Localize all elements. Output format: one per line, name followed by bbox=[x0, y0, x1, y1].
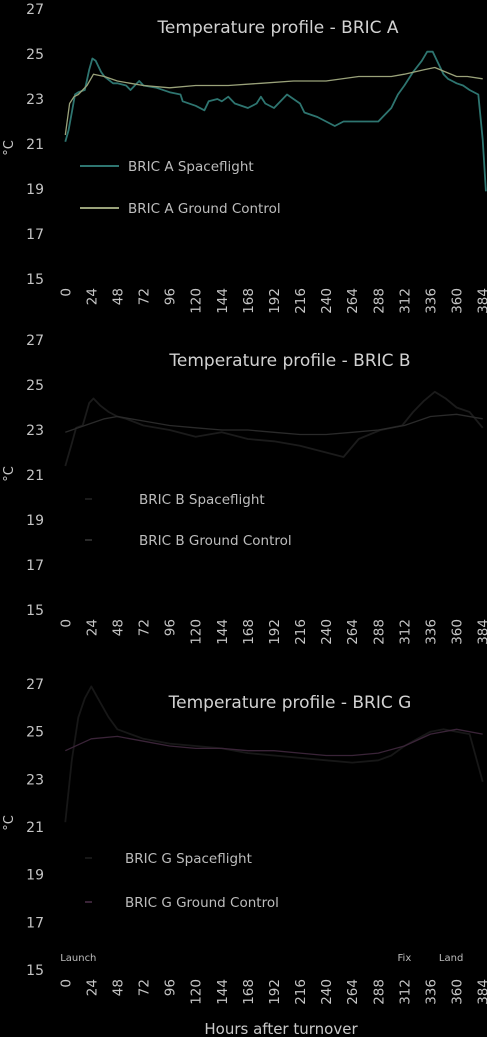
x-tick-label: 144 bbox=[215, 619, 231, 645]
x-tick-label: 216 bbox=[293, 979, 309, 1005]
y-tick-label: 15 bbox=[26, 963, 44, 979]
y-tick-label: 25 bbox=[26, 47, 44, 63]
y-tick-label: 25 bbox=[26, 725, 44, 741]
legend-label-spaceflight: BRIC A Spaceflight bbox=[128, 159, 254, 175]
y-tick-label: 19 bbox=[26, 513, 44, 529]
x-tick-label: 48 bbox=[110, 619, 126, 636]
x-tick-label: 0 bbox=[58, 979, 74, 988]
y-tick-label: 21 bbox=[26, 468, 44, 484]
x-axis-label: Hours after turnover bbox=[204, 1020, 358, 1037]
series-line-spaceflight bbox=[64, 685, 484, 823]
x-tick-label: 24 bbox=[84, 979, 100, 996]
x-tick-label: 96 bbox=[163, 619, 179, 636]
x-tick-label: 144 bbox=[215, 979, 231, 1005]
y-tick-label: 27 bbox=[26, 2, 44, 18]
y-tick-label: 23 bbox=[26, 423, 44, 439]
x-tick-label: 216 bbox=[293, 619, 309, 645]
legend-label-spaceflight: BRIC B Spaceflight bbox=[139, 492, 265, 508]
y-axis-label-bric-g: °C bbox=[2, 815, 17, 831]
x-tick-label: 0 bbox=[58, 619, 74, 628]
x-tick-label: 360 bbox=[450, 288, 466, 314]
x-tick-label: 360 bbox=[450, 619, 466, 645]
y-tick-label: 21 bbox=[26, 137, 44, 153]
x-tick-label: 240 bbox=[319, 979, 335, 1005]
legend-label-ground-control: BRIC B Ground Control bbox=[139, 533, 292, 549]
x-tick-label: 120 bbox=[189, 619, 205, 645]
y-tick-label: 27 bbox=[26, 677, 44, 693]
y-tick-label: 15 bbox=[26, 272, 44, 288]
series-line-spaceflight bbox=[64, 390, 484, 467]
x-tick-label: 336 bbox=[423, 288, 439, 314]
x-tick-label: 288 bbox=[371, 979, 387, 1005]
x-tick-label: 336 bbox=[423, 979, 439, 1005]
x-tick-label: 264 bbox=[345, 288, 361, 314]
y-axis-label-bric-a: °C bbox=[2, 140, 17, 156]
legend-label-ground-control: BRIC G Ground Control bbox=[125, 895, 279, 911]
y-tick-label: 15 bbox=[26, 603, 44, 619]
y-tick-label: 17 bbox=[26, 915, 44, 931]
y-tick-label: 17 bbox=[26, 558, 44, 574]
chart-title: Temperature profile - BRIC B bbox=[168, 351, 410, 371]
series-line-spaceflight bbox=[64, 50, 487, 192]
panel-bric-b: Temperature profile - BRIC B BRIC B Spac… bbox=[26, 333, 487, 645]
y-tick-label: 25 bbox=[26, 378, 44, 394]
x-tick-label: 336 bbox=[423, 619, 439, 645]
x-tick-label: 96 bbox=[163, 979, 179, 996]
series-line-ground-control bbox=[65, 413, 483, 436]
x-tick-label: 0 bbox=[58, 288, 74, 297]
x-tick-label: 72 bbox=[137, 619, 153, 636]
x-tick-label: 192 bbox=[267, 979, 283, 1005]
series-line-ground-control bbox=[64, 66, 483, 136]
x-tick-label: 264 bbox=[345, 619, 361, 645]
annotation-label: Land bbox=[439, 953, 463, 964]
x-tick-label: 384 bbox=[476, 288, 487, 314]
panel-bric-g: Temperature profile - BRIC G BRIC G Spac… bbox=[26, 677, 487, 1005]
x-tick-label: 120 bbox=[189, 288, 205, 314]
x-tick-label: 168 bbox=[241, 288, 257, 314]
chart-title: Temperature profile - BRIC G bbox=[168, 693, 412, 713]
x-tick-label: 120 bbox=[189, 979, 205, 1005]
panel-bric-a: Temperature profile - BRIC A BRIC A Spac… bbox=[26, 2, 487, 314]
y-tick-label: 19 bbox=[26, 182, 44, 198]
y-tick-label: 17 bbox=[26, 227, 44, 243]
x-tick-label: 192 bbox=[267, 619, 283, 645]
x-tick-label: 168 bbox=[241, 979, 257, 1005]
x-tick-label: 192 bbox=[267, 288, 283, 314]
y-axis-label-bric-b: °C bbox=[2, 466, 17, 482]
chart-title: Temperature profile - BRIC A bbox=[156, 18, 398, 38]
x-tick-label: 360 bbox=[450, 979, 466, 1005]
series-line-ground-control bbox=[65, 728, 483, 757]
legend-label-spaceflight: BRIC G Spaceflight bbox=[125, 851, 252, 867]
x-tick-label: 240 bbox=[319, 619, 335, 645]
legend-label-ground-control: BRIC A Ground Control bbox=[128, 201, 281, 217]
x-tick-label: 288 bbox=[371, 619, 387, 645]
y-tick-label: 27 bbox=[26, 333, 44, 349]
annotation-label: Launch bbox=[60, 953, 96, 964]
x-tick-label: 24 bbox=[84, 619, 100, 636]
x-tick-label: 312 bbox=[397, 619, 413, 645]
x-tick-label: 384 bbox=[476, 979, 487, 1005]
x-tick-label: 48 bbox=[110, 288, 126, 305]
x-tick-label: 312 bbox=[397, 979, 413, 1005]
x-tick-label: 384 bbox=[476, 619, 487, 645]
x-tick-label: 288 bbox=[371, 288, 387, 314]
y-tick-label: 21 bbox=[26, 820, 44, 836]
x-tick-label: 264 bbox=[345, 979, 361, 1005]
x-tick-label: 72 bbox=[137, 979, 153, 996]
y-tick-label: 23 bbox=[26, 772, 44, 788]
y-tick-label: 23 bbox=[26, 92, 44, 108]
x-tick-label: 168 bbox=[241, 619, 257, 645]
x-tick-label: 240 bbox=[319, 288, 335, 314]
x-tick-label: 72 bbox=[137, 288, 153, 305]
x-tick-label: 144 bbox=[215, 288, 231, 314]
x-tick-label: 24 bbox=[84, 288, 100, 305]
y-tick-label: 19 bbox=[26, 868, 44, 884]
x-tick-label: 48 bbox=[110, 979, 126, 996]
x-tick-label: 312 bbox=[397, 288, 413, 314]
x-tick-label: 96 bbox=[163, 288, 179, 305]
x-tick-label: 216 bbox=[293, 288, 309, 314]
annotation-label: Fix bbox=[398, 953, 412, 964]
